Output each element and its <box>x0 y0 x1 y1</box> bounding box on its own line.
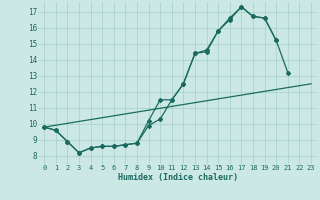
X-axis label: Humidex (Indice chaleur): Humidex (Indice chaleur) <box>118 173 238 182</box>
